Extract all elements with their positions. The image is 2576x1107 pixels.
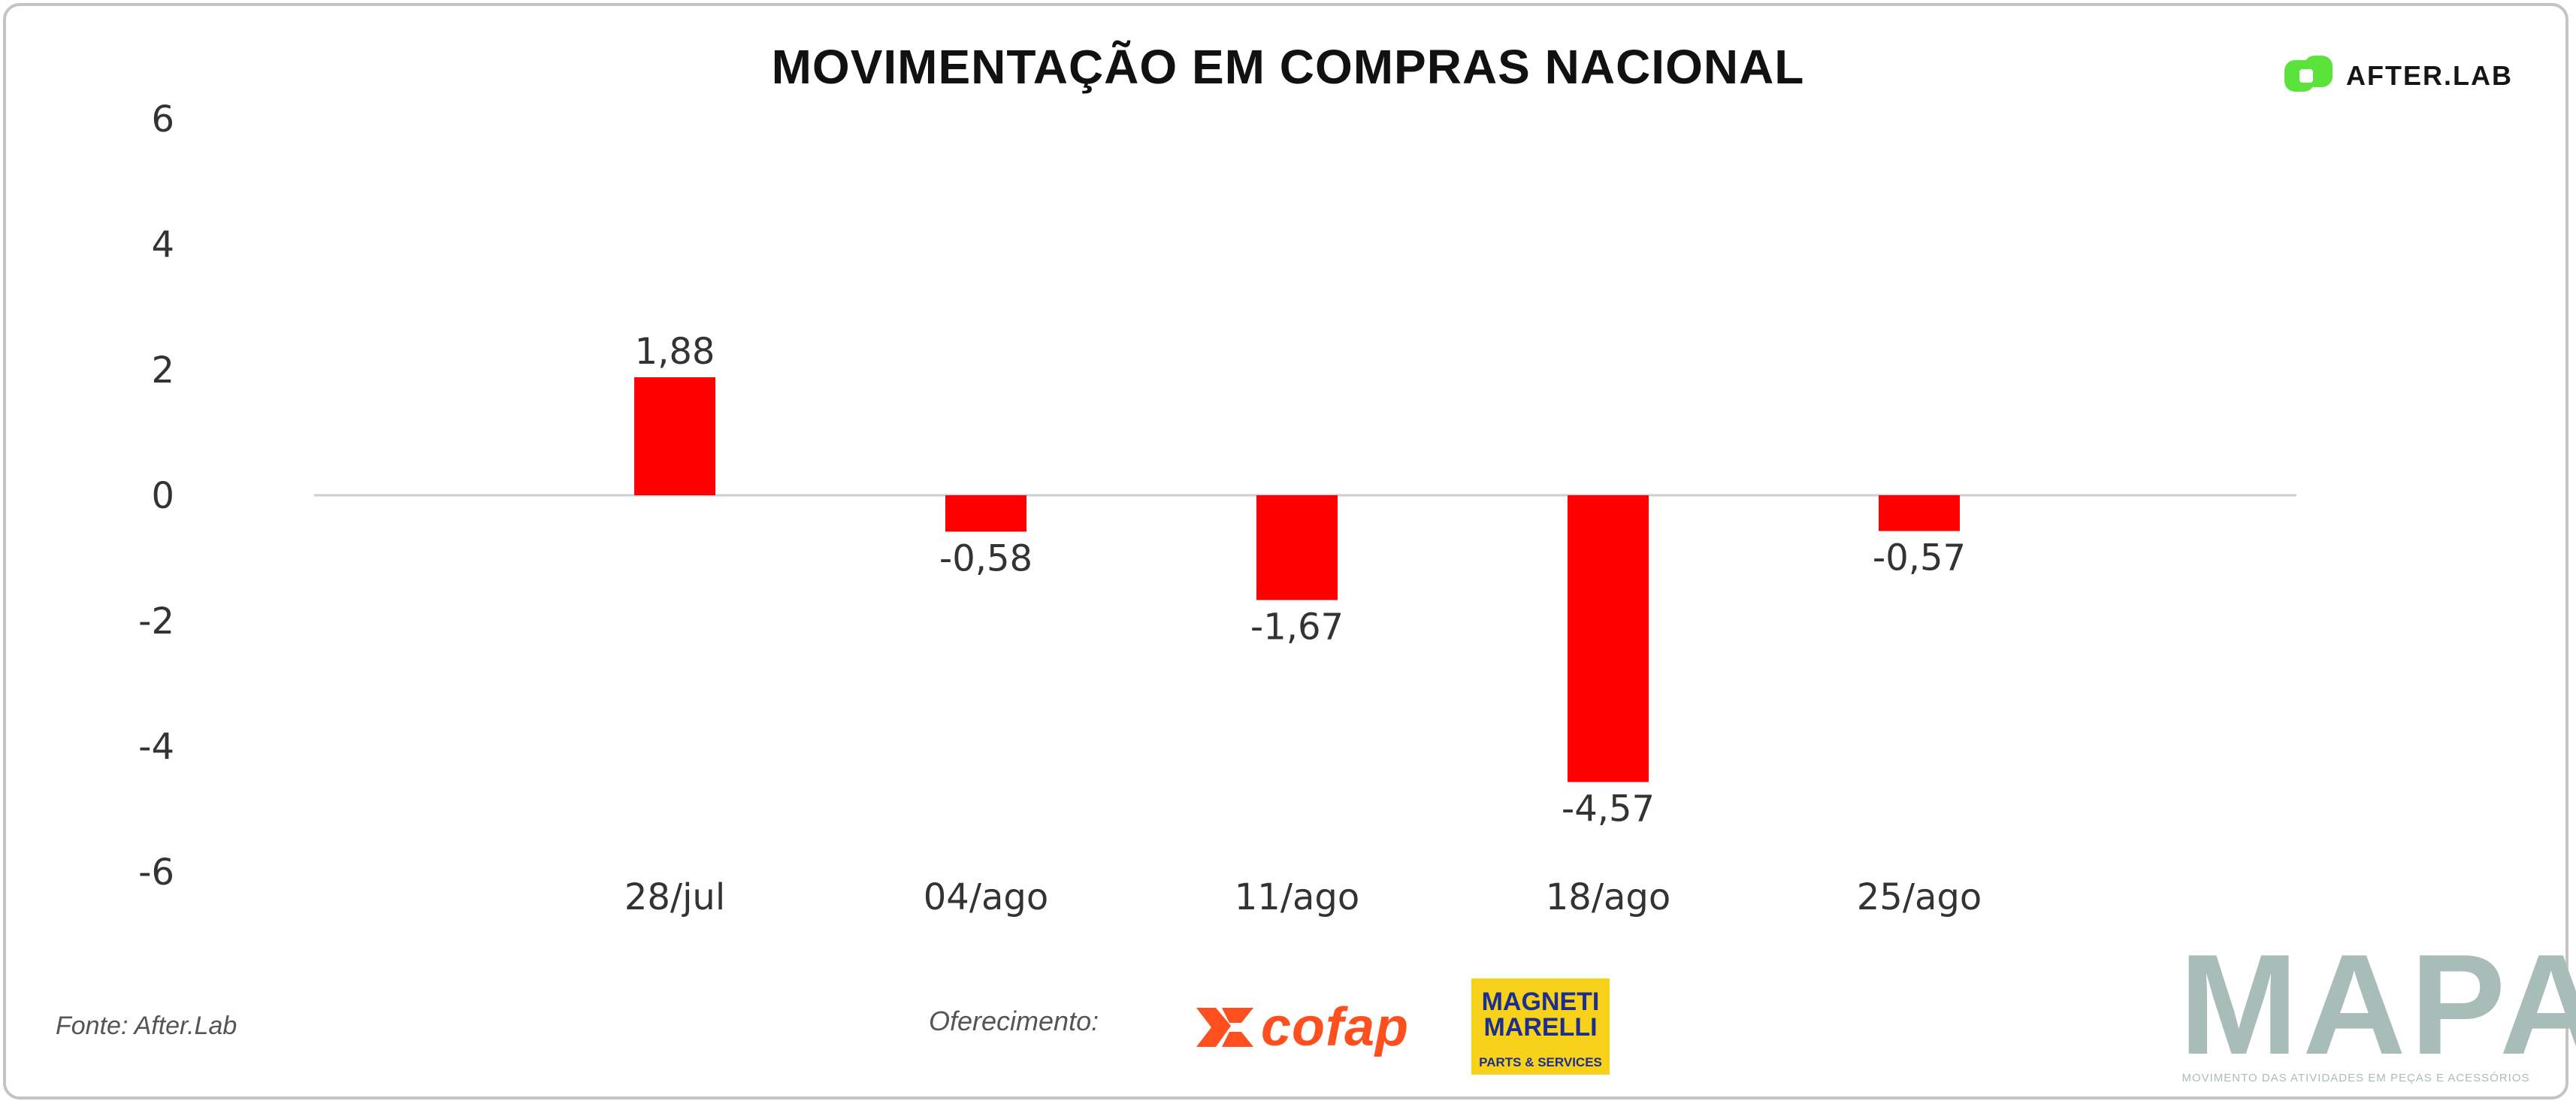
mapa-logo: MAPA MOVIMENTO DAS ATIVIDADES EM PEÇAS E… (2179, 925, 2576, 1084)
bar-04-ago (945, 495, 1026, 532)
x-tick-label: 18/ago (1546, 876, 1671, 918)
afterlab-logo: AFTER.LAB (2284, 56, 2513, 96)
y-tick-label: 2 (151, 349, 174, 392)
y-axis: 6 4 2 0 -2 -4 -6 (138, 98, 174, 894)
data-label: -1,67 (1250, 606, 1344, 648)
mapa-wordmark: MAPA (2179, 925, 2576, 1084)
magneti-marelli-logo: MAGNETI MARELLI PARTS & SERVICES (1471, 978, 1610, 1075)
bar-11-ago (1256, 495, 1338, 600)
y-tick-label: 4 (151, 224, 174, 266)
magneti-line1: MAGNETI (1481, 988, 1600, 1016)
cofap-logo: cofap (1196, 997, 1409, 1058)
bar-18-ago (1568, 495, 1649, 782)
data-label: -0,58 (939, 537, 1033, 579)
bar-28-jul (634, 377, 715, 495)
y-tick-label: 6 (151, 98, 174, 141)
x-tick-label: 04/ago (924, 876, 1049, 918)
chart-title: MOVIMENTAÇÃO EM COMPRAS NACIONAL (771, 40, 1805, 94)
data-labels: 1,88 -0,58 -1,67 -4,57 -0,57 (635, 331, 1967, 830)
bar-25-ago (1879, 495, 1960, 531)
chart-frame (3, 3, 2568, 1099)
x-tick-label: 28/jul (624, 876, 725, 918)
y-tick-label: -2 (138, 600, 174, 643)
afterlab-wordmark: AFTER.LAB (2346, 60, 2513, 91)
magneti-subtitle: PARTS & SERVICES (1479, 1055, 1602, 1069)
cofap-wordmark: cofap (1261, 997, 1410, 1057)
bar-series (634, 377, 1960, 782)
y-tick-label: -6 (138, 851, 174, 894)
x-axis: 28/jul 04/ago 11/ago 18/ago 25/ago (624, 876, 1982, 918)
x-tick-label: 25/ago (1857, 876, 1982, 918)
sponsor-label: Oferecimento: (929, 1006, 1099, 1036)
afterlab-icon (2284, 56, 2333, 92)
magneti-line2: MARELLI (1483, 1013, 1598, 1042)
y-tick-label: -4 (138, 726, 174, 768)
y-tick-label: 0 (151, 475, 174, 517)
cofap-x-icon (1196, 1008, 1253, 1047)
source-note: Fonte: After.Lab (56, 1012, 237, 1040)
data-label: -4,57 (1562, 788, 1655, 830)
data-label: 1,88 (635, 331, 715, 373)
x-tick-label: 11/ago (1235, 876, 1360, 918)
mapa-tagline: MOVIMENTO DAS ATIVIDADES EM PEÇAS E ACES… (2181, 1072, 2530, 1084)
data-label: -0,57 (1873, 537, 1966, 579)
